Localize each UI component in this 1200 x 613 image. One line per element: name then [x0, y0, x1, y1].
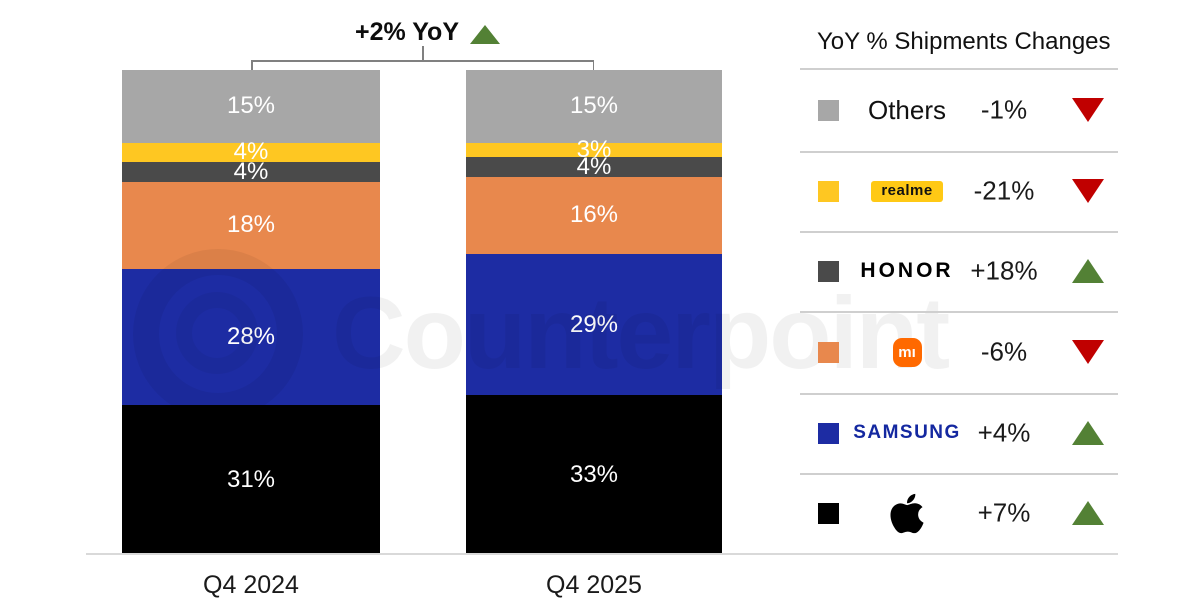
yoy-total-title: +2% YoY: [355, 18, 459, 46]
honor-logo-icon: HONOR: [860, 259, 954, 282]
segment-samsung-q4-2025: 29%: [466, 254, 722, 395]
legend-row-realme: realme -21%: [800, 151, 1118, 231]
legend-divider: [800, 311, 1118, 313]
up-triangle-icon: [1072, 421, 1104, 445]
realme-logo-icon: realme: [871, 180, 943, 202]
samsung-logo-icon: SAMSUNG: [853, 422, 961, 443]
x-axis-line: [86, 553, 1118, 555]
xiaomi-mi-logo-icon: mı: [892, 337, 922, 367]
segment-others-q4-2025: 15%: [466, 70, 722, 143]
segment-apple-q4-2025: 33%: [466, 394, 722, 555]
legend-header: YoY % Shipments Changes: [817, 28, 1111, 55]
others-swatch-icon: [818, 99, 839, 121]
segment-value-label: 29%: [569, 310, 619, 338]
segment-apple-q4-2024: 31%: [122, 404, 380, 555]
segment-value-label: 4%: [233, 157, 269, 185]
xiaomi-swatch-icon: [818, 341, 839, 363]
segment-realme-q4-2024: 4%: [122, 138, 380, 165]
samsung-change-value: +4%: [977, 417, 1031, 448]
legend-divider: [800, 393, 1118, 395]
xiaomi-change-value: -6%: [980, 336, 1028, 367]
stacked-bar-q4-2025: 15% 3% 4% 16% 29% 33%: [466, 70, 722, 555]
segment-samsung-q4-2024: 28%: [122, 268, 380, 405]
down-triangle-icon: [1072, 340, 1104, 364]
up-triangle-icon: [1072, 501, 1104, 525]
segment-xiaomi-q4-2025: 16%: [466, 176, 722, 255]
bracket-left-tick: [251, 60, 253, 71]
others-label: Others: [867, 94, 947, 125]
down-triangle-icon: [1072, 179, 1104, 203]
segment-value-label: 33%: [569, 460, 619, 488]
segment-value-label: 3%: [576, 136, 612, 164]
segment-others-q4-2024: 15%: [122, 70, 380, 143]
down-triangle-icon: [1072, 98, 1104, 122]
up-triangle-icon: [1072, 259, 1104, 283]
segment-honor-q4-2025: 4%: [466, 153, 722, 180]
segment-value-label: 4%: [576, 152, 612, 180]
legend-row-apple: +7%: [800, 473, 1118, 553]
segment-realme-q4-2025: 3%: [466, 136, 722, 163]
segment-value-label: 4%: [233, 138, 269, 166]
segment-value-label: 18%: [226, 211, 276, 239]
segment-value-label: 15%: [569, 92, 619, 120]
apple-change-value: +7%: [977, 497, 1031, 528]
x-axis-label-q4-2025: Q4 2025: [546, 571, 642, 599]
legend-divider: [800, 151, 1118, 153]
legend-divider: [800, 68, 1118, 70]
honor-change-value: +18%: [970, 255, 1038, 286]
legend-row-honor: HONOR +18%: [800, 231, 1118, 311]
segment-honor-q4-2024: 4%: [122, 158, 380, 185]
honor-swatch-icon: [818, 260, 839, 282]
legend-row-xiaomi: mı -6%: [800, 312, 1118, 392]
legend-row-samsung: SAMSUNG +4%: [800, 393, 1118, 473]
segment-xiaomi-q4-2024: 18%: [122, 181, 380, 269]
up-triangle-icon: [470, 25, 500, 44]
segment-value-label: 31%: [226, 465, 276, 493]
segment-value-label: 16%: [569, 201, 619, 229]
samsung-swatch-icon: [818, 422, 839, 444]
legend-divider: [800, 231, 1118, 233]
segment-value-label: 15%: [226, 92, 276, 120]
stacked-bar-q4-2024: 15% 4% 4% 18% 28% 31%: [122, 70, 380, 555]
apple-logo-icon: [890, 493, 924, 533]
legend-panel: YoY % Shipments Changes Others -1% realm…: [800, 0, 1118, 613]
realme-swatch-icon: [818, 180, 839, 202]
x-axis-label-q4-2024: Q4 2024: [203, 571, 299, 599]
legend-row-others: Others -1%: [800, 70, 1118, 150]
realme-change-value: -21%: [973, 175, 1035, 206]
segment-value-label: 28%: [226, 322, 276, 350]
bracket-right-tick: [592, 60, 594, 71]
legend-divider: [800, 473, 1118, 475]
bracket-center-stem: [422, 46, 424, 61]
others-change-value: -1%: [980, 94, 1028, 125]
apple-swatch-icon: [818, 502, 839, 524]
